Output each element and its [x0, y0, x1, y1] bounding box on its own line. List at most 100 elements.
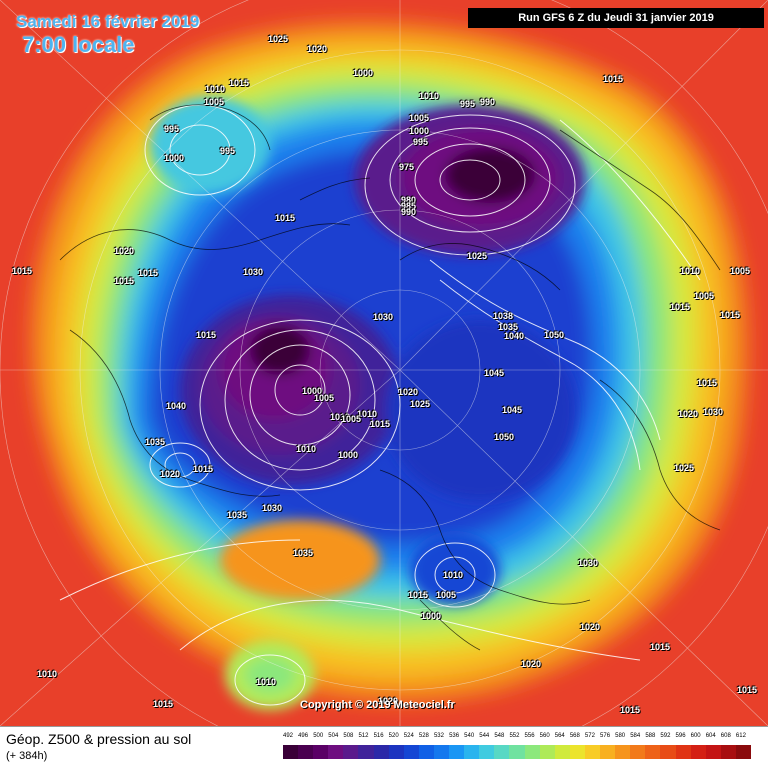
- scale-tick-label: 592: [660, 733, 671, 739]
- scale-color-swatch: [403, 745, 420, 759]
- scale-tick-label: 492: [283, 733, 294, 739]
- scale-color-swatch: [298, 745, 314, 759]
- pressure-label: 1025: [467, 251, 488, 261]
- pressure-label: 1010: [37, 669, 58, 679]
- pressure-label: 1005: [694, 291, 715, 301]
- pressure-label: 1005: [409, 113, 430, 123]
- scale-color-swatch: [554, 745, 571, 759]
- pressure-label: 995: [164, 124, 180, 134]
- pressure-label: 1015: [229, 78, 250, 88]
- pressure-label: 1015: [650, 642, 671, 652]
- scale-color-swatch: [388, 745, 405, 759]
- pressure-label: 1030: [243, 267, 264, 277]
- map-title: Géop. Z500 & pression au sol: [6, 731, 192, 747]
- scale-tick-label: 540: [464, 733, 475, 739]
- pressure-label: 1035: [227, 510, 248, 520]
- pressure-label: 1038: [493, 311, 514, 321]
- scale-color-swatch: [645, 745, 661, 759]
- pressure-label: 1030: [262, 503, 283, 513]
- model-run-banner: Run GFS 6 Z du Jeudi 31 janvier 2019: [468, 8, 764, 28]
- forecast-date: Samedi 16 février 2019: [16, 12, 200, 31]
- scale-tick-label: 608: [720, 733, 731, 739]
- pressure-label: 1025: [410, 399, 431, 409]
- pressure-label: 1020: [114, 246, 135, 256]
- scale-color-swatch: [539, 745, 556, 759]
- pressure-label: 995: [413, 137, 429, 147]
- scale-color-swatch: [373, 745, 390, 759]
- pressure-label: 1045: [484, 368, 505, 378]
- scale-tick-label: 552: [509, 733, 520, 739]
- scale-tick-label: 512: [358, 733, 369, 739]
- scale-tick-label: 564: [554, 733, 565, 739]
- coastlines: [59, 104, 721, 651]
- pressure-label: 1015: [370, 419, 391, 429]
- scale-color-swatch: [705, 745, 722, 759]
- scale-tick-label: 548: [494, 733, 505, 739]
- scale-tick-label: 496: [298, 733, 309, 739]
- pressure-label: 1025: [268, 34, 289, 44]
- copyright-notice: Copyright © 2019 Meteociel.fr: [300, 699, 455, 711]
- scale-tick-label: 520: [388, 733, 399, 739]
- pressure-label: 1020: [580, 622, 601, 632]
- pressure-label: 985: [401, 201, 417, 211]
- pressure-label: 1015: [193, 464, 214, 474]
- scale-color-swatch: [630, 745, 646, 759]
- pressure-label: 1010: [443, 570, 464, 580]
- pressure-label: 1000: [164, 153, 185, 163]
- scale-tick-label: 584: [630, 733, 641, 739]
- pressure-label: 1020: [398, 387, 419, 397]
- scale-color-swatch: [735, 745, 752, 759]
- pressure-label: 1005: [314, 393, 335, 403]
- scale-color-swatch: [358, 745, 375, 759]
- pressure-label: 1030: [373, 312, 394, 322]
- pressure-label: 1015: [720, 310, 741, 320]
- scale-tick-label: 532: [433, 733, 444, 739]
- pressure-label: 1015: [12, 266, 33, 276]
- pressure-label: 1005: [730, 266, 751, 276]
- scale-color-swatch: [283, 745, 299, 759]
- pressure-label: 1010: [357, 409, 378, 419]
- pressure-label: 1010: [256, 677, 277, 687]
- pressure-label: 1020: [378, 696, 399, 706]
- pressure-label: 1045: [502, 405, 523, 415]
- pressure-label: 1030: [578, 558, 599, 568]
- scale-color-swatch: [584, 745, 601, 759]
- scale-color-swatch: [418, 745, 435, 759]
- scale-color-swatch: [720, 745, 737, 759]
- scale-color-swatch: [509, 745, 526, 759]
- pressure-label: 1005: [341, 414, 362, 424]
- scale-tick-label: 572: [584, 733, 595, 739]
- map-legend-footer: Géop. Z500 & pression au sol (+ 384h) 49…: [0, 726, 768, 768]
- pressure-label: 995: [460, 99, 476, 109]
- pressure-label: 1010: [205, 84, 226, 94]
- pressure-label: 1040: [504, 331, 525, 341]
- scale-tick-label: 576: [600, 733, 611, 739]
- scale-tick-label: 536: [449, 733, 460, 739]
- pressure-label: 1015: [153, 699, 174, 709]
- scale-tick-label: 568: [569, 733, 580, 739]
- scale-color-swatch: [433, 745, 450, 759]
- pressure-label: 1025: [674, 463, 695, 473]
- scale-color-swatch: [600, 745, 616, 759]
- pressure-label: 990: [480, 97, 496, 107]
- scale-color-swatch: [328, 745, 344, 759]
- scale-tick-label: 504: [328, 733, 339, 739]
- forecast-time: 7:00 locale: [22, 32, 135, 57]
- scale-tick-label: 612: [735, 733, 746, 739]
- pressure-label: 1005: [436, 590, 457, 600]
- scale-tick-label: 524: [403, 733, 414, 739]
- pressure-label: 1010: [330, 412, 351, 422]
- pressure-label: 1010: [419, 91, 440, 101]
- pressure-label: 1010: [680, 266, 701, 276]
- scale-tick-label: 596: [675, 733, 686, 739]
- pressure-label: 1015: [275, 213, 296, 223]
- pressure-label: 1015: [196, 330, 217, 340]
- pressure-label: 1050: [494, 432, 515, 442]
- pressure-label: 1000: [338, 450, 359, 460]
- scale-color-swatch: [464, 745, 480, 759]
- scale-tick-label: 556: [524, 733, 535, 739]
- pressure-label: 1015: [697, 378, 718, 388]
- forecast-map: 1025 1020 1000 1015 1010 1005 995 1000 9…: [0, 0, 768, 726]
- pressure-label: 1015: [138, 268, 159, 278]
- pressure-label: 980: [401, 195, 417, 205]
